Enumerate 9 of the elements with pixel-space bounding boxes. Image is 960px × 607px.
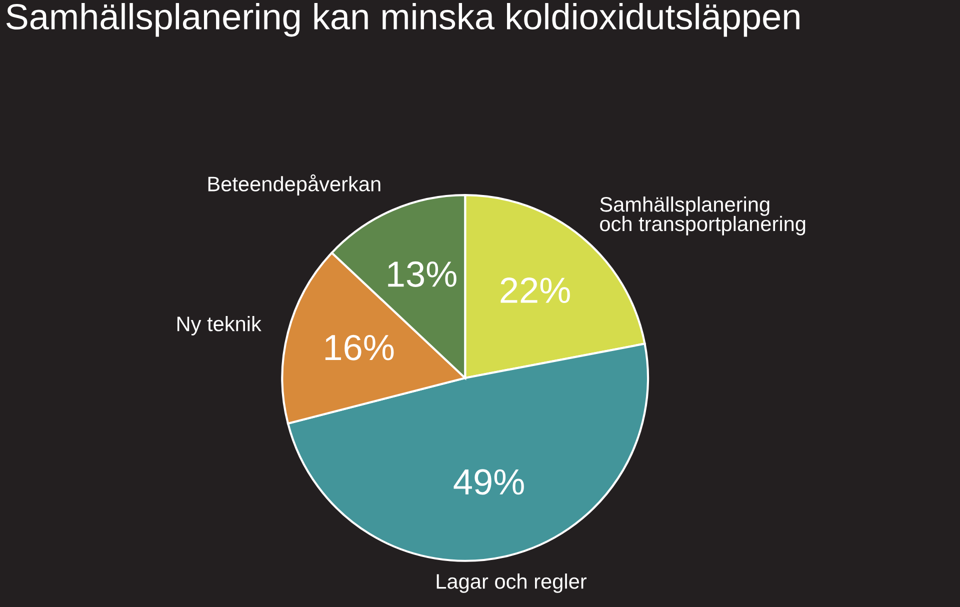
slice-label: Lagar och regler <box>436 574 587 593</box>
slice-label: Ny teknik <box>177 316 262 336</box>
chart-title: Samhällsplanering kan minska koldioxidutsläppen <box>6 3 800 37</box>
data-label: 49% <box>454 469 524 495</box>
data-label: 13% <box>388 261 456 287</box>
data-label: 22% <box>500 278 570 303</box>
data-label: 16% <box>325 334 394 360</box>
slice-label: Beteendepåverkan <box>208 174 380 196</box>
slice-label: Samhällsplanering och transportplanering <box>600 196 806 236</box>
